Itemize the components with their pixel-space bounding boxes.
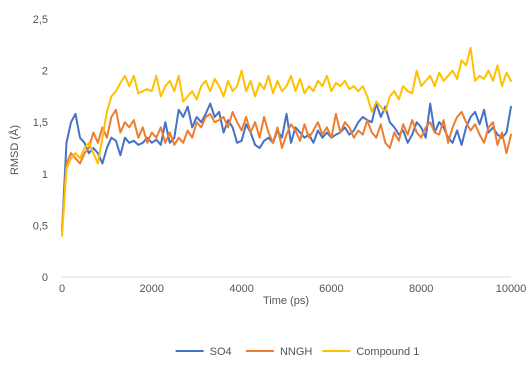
legend-label-so4: SO4	[210, 346, 232, 358]
y-tick-label: 0,5	[33, 220, 48, 232]
x-tick-label: 0	[59, 283, 65, 295]
x-tick-label: 2000	[140, 283, 164, 295]
y-tick-label: 0	[42, 272, 48, 284]
legend: SO4 NNGH Compound 1	[175, 346, 419, 358]
y-axis-title: RMSD (Å)	[8, 125, 21, 175]
x-axis-ticks: 0 2000 4000 6000 8000 10000	[59, 283, 526, 295]
series-line-so4	[61, 102, 512, 232]
x-tick-label: 10000	[496, 283, 527, 295]
series-line-compound-1	[61, 46, 512, 237]
x-tick-label: 6000	[319, 283, 343, 295]
legend-label-nngh: NNGH	[280, 346, 312, 358]
x-tick-label: 4000	[229, 283, 253, 295]
y-axis-ticks: 0 0,5 1 1,5 2 2,5	[33, 14, 48, 284]
series-line-nngh	[61, 108, 512, 232]
legend-label-compound-1: Compound 1	[356, 346, 419, 358]
y-tick-label: 1,5	[33, 117, 48, 129]
x-axis-title: Time (ps)	[263, 295, 309, 307]
y-tick-label: 2,5	[33, 14, 48, 26]
y-tick-label: 1	[42, 169, 48, 181]
series-layer	[61, 46, 512, 237]
x-tick-label: 8000	[409, 283, 433, 295]
y-tick-label: 2	[42, 66, 48, 78]
